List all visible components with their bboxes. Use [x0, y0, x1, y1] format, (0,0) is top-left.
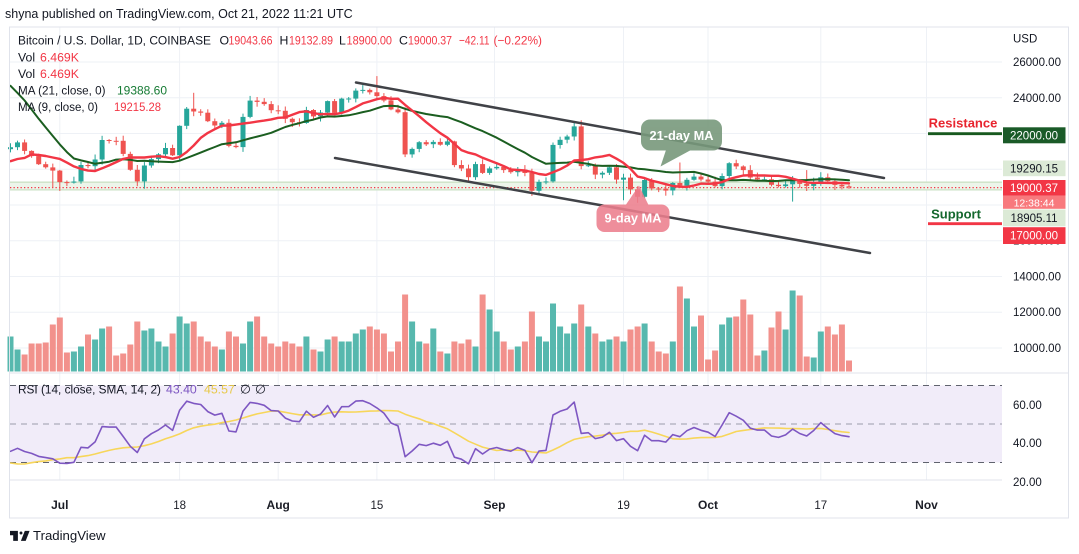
svg-text:22000.00: 22000.00 [1010, 130, 1058, 142]
svg-text:19290.15: 19290.15 [1010, 163, 1058, 175]
svg-text:17: 17 [814, 500, 827, 512]
svg-text:20.00: 20.00 [1013, 477, 1042, 489]
svg-text:17000.00: 17000.00 [1010, 231, 1058, 243]
svg-text:MA (9, close, 0)19215.28: MA (9, close, 0) 19215.28 [18, 100, 161, 114]
svg-text:MA (21, close, 0)19388.60: MA (21, close, 0) 19388.60 [18, 84, 167, 98]
svg-text:21-day MA: 21-day MA [649, 128, 713, 143]
svg-text:40.00: 40.00 [1013, 438, 1042, 450]
svg-text:9-day MA: 9-day MA [605, 211, 662, 226]
svg-text:Jul: Jul [51, 498, 68, 512]
svg-text:Nov: Nov [915, 498, 938, 512]
svg-text:TradingView: TradingView [33, 528, 106, 543]
svg-text:USD: USD [1013, 34, 1037, 46]
svg-text:18: 18 [173, 500, 186, 512]
svg-text:Resistance: Resistance [929, 116, 998, 131]
svg-text:15: 15 [371, 500, 384, 512]
svg-text:24000.00: 24000.00 [1013, 93, 1061, 105]
svg-text:Oct: Oct [698, 498, 718, 512]
svg-text:12000.00: 12000.00 [1013, 307, 1061, 319]
svg-text:Bitcoin / U.S. Dollar, 1D, COI: Bitcoin / U.S. Dollar, 1D, COINBASE O1904… [18, 34, 542, 48]
svg-text:14000.00: 14000.00 [1013, 272, 1061, 284]
svg-text:Sep: Sep [483, 498, 505, 512]
svg-text:shyna published on TradingView: shyna published on TradingView.com, Oct … [5, 7, 353, 21]
svg-text:RSI (14, close, SMA, 14, 2)43.: RSI (14, close, SMA, 14, 2) 43.40 45.57 ∅ ∅ [18, 383, 266, 397]
svg-text:18905.11: 18905.11 [1010, 213, 1057, 225]
svg-text:Aug: Aug [267, 498, 290, 512]
svg-text:19000.37: 19000.37 [1010, 183, 1058, 195]
svg-text:Support: Support [931, 207, 981, 222]
svg-text:26000.00: 26000.00 [1013, 57, 1061, 69]
svg-text:60.00: 60.00 [1013, 400, 1042, 412]
svg-text:10000.00: 10000.00 [1013, 343, 1061, 355]
svg-text:19: 19 [617, 500, 630, 512]
svg-text:12:38:44: 12:38:44 [1014, 197, 1055, 209]
